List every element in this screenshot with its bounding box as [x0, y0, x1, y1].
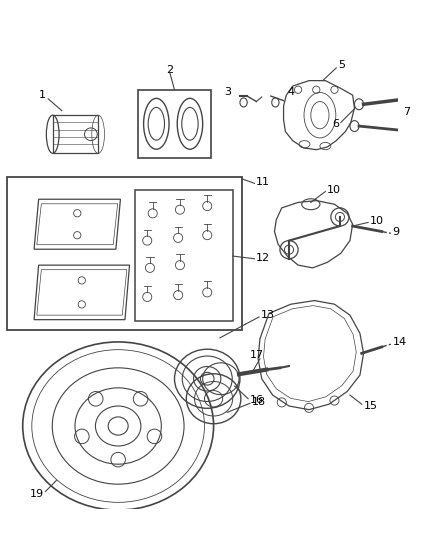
Text: 10: 10	[327, 185, 341, 195]
Text: 14: 14	[392, 337, 407, 348]
Text: 17: 17	[250, 350, 264, 360]
Text: 19: 19	[29, 489, 44, 499]
Text: 12: 12	[256, 253, 270, 263]
Text: 13: 13	[261, 310, 275, 320]
Bar	[138, 90, 211, 158]
Text: 6: 6	[332, 119, 339, 130]
Text: 1: 1	[39, 90, 46, 100]
Text: 2: 2	[166, 64, 173, 75]
Text: 9: 9	[392, 228, 400, 237]
Bar	[134, 190, 233, 321]
Text: 7: 7	[403, 107, 410, 117]
Text: 10: 10	[370, 216, 384, 225]
Bar	[7, 177, 242, 330]
Text: 11: 11	[256, 176, 270, 187]
Text: 18: 18	[252, 398, 266, 407]
Text: 4: 4	[287, 86, 294, 96]
Text: 15: 15	[364, 401, 378, 411]
Bar	[53, 115, 98, 154]
Text: 3: 3	[224, 86, 231, 96]
Text: 16: 16	[250, 394, 264, 405]
Text: 5: 5	[338, 60, 345, 70]
